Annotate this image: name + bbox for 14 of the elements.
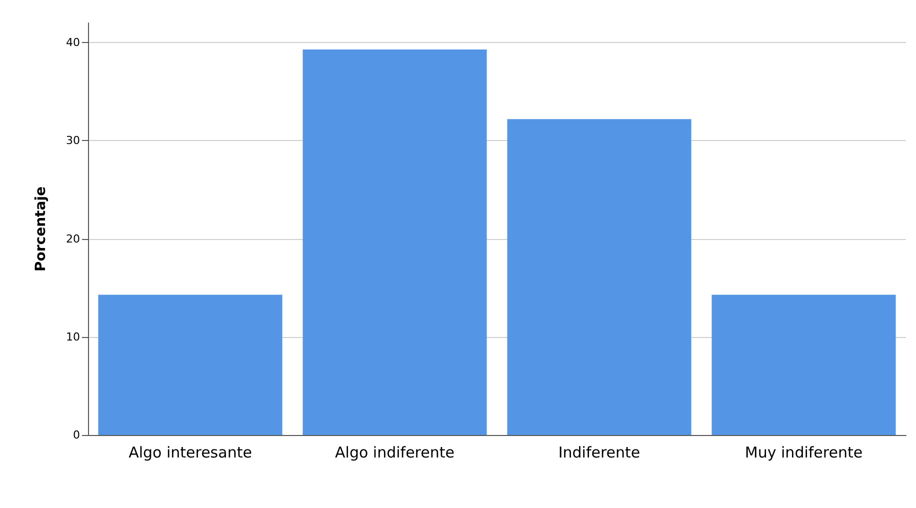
y-tick-label: 30 [66, 134, 80, 148]
y-tick-label: 40 [66, 36, 80, 50]
y-tick-label: 0 [73, 428, 80, 442]
x-tick-label: Indiferente [558, 444, 640, 462]
x-tick-label: Algo indiferente [335, 444, 454, 462]
bar [302, 49, 487, 435]
y-axis-title: Porcentaje [33, 186, 49, 272]
x-tick-label: Muy indiferente [744, 444, 863, 462]
x-tick-label: Algo interesante [128, 444, 252, 462]
bar [507, 119, 692, 435]
y-tick-label: 20 [66, 232, 80, 246]
bar [712, 294, 896, 435]
bar [98, 294, 282, 435]
y-tick-label: 10 [66, 330, 80, 344]
